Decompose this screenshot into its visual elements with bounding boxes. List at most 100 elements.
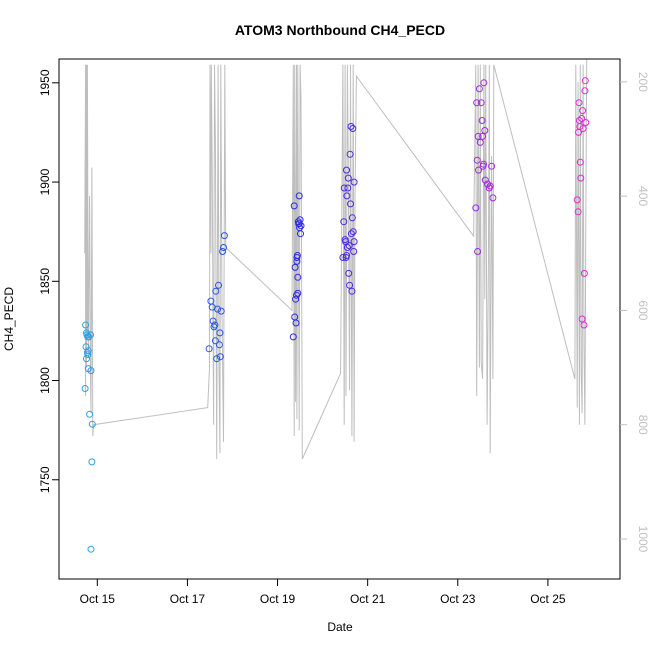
data-point	[340, 218, 348, 226]
data-point	[579, 125, 587, 132]
data-point	[84, 347, 92, 355]
data-point	[474, 132, 482, 140]
data-point	[479, 132, 487, 140]
data-point	[345, 269, 353, 277]
data-point	[289, 333, 297, 341]
data-point	[217, 307, 225, 315]
data-point	[86, 410, 94, 418]
data-point	[82, 321, 90, 329]
data-point	[220, 232, 228, 240]
data-point	[290, 202, 298, 210]
chart-title: ATOM3 Northbound CH4_PECD	[235, 22, 445, 38]
data-point	[343, 166, 350, 174]
data-point	[220, 244, 227, 251]
y2-tick-label: 1000	[636, 526, 650, 553]
data-point	[578, 315, 586, 323]
data-point	[344, 174, 352, 182]
data-point	[478, 117, 486, 124]
data-point	[81, 385, 89, 392]
y-tick-label: 1800	[38, 367, 52, 394]
data-point	[292, 319, 300, 327]
y2-tick-label: 400	[636, 186, 650, 206]
y2-tick-label: 600	[636, 300, 650, 320]
data-point	[87, 545, 95, 553]
data-point	[343, 252, 350, 259]
data-point	[474, 248, 482, 255]
data-point	[481, 127, 489, 134]
data-point	[473, 99, 481, 107]
data-point	[480, 79, 488, 87]
data-point	[481, 176, 489, 184]
data-point	[347, 200, 354, 208]
y-tick-label: 1850	[38, 268, 52, 295]
data-point	[580, 321, 588, 329]
x-tick-label: Oct 17	[170, 592, 206, 606]
data-point	[85, 333, 93, 341]
data-point	[475, 166, 482, 174]
y-axis: 1750 1800 1850 1900 1950	[38, 69, 59, 493]
data-point	[577, 174, 585, 182]
data-point	[295, 192, 303, 200]
data-point	[87, 331, 94, 339]
data-point	[575, 99, 583, 107]
data-point	[88, 420, 96, 428]
data-point	[344, 184, 352, 192]
data-point	[348, 214, 356, 222]
data-point	[578, 115, 586, 122]
x-tick-label: Oct 23	[440, 592, 476, 606]
data-point	[347, 123, 355, 130]
data-point	[346, 281, 354, 289]
data-point	[475, 85, 483, 93]
data-point	[216, 329, 224, 337]
data-point	[293, 252, 301, 259]
x-tick-label: Oct 15	[80, 592, 116, 606]
y2-tick-label: 200	[636, 72, 650, 92]
data-point	[211, 337, 219, 345]
data-point	[477, 99, 485, 107]
data-point	[214, 305, 222, 313]
data-point	[84, 351, 92, 359]
data-point	[473, 156, 481, 164]
data-point	[345, 242, 353, 250]
data-point	[346, 150, 354, 158]
y-tick-label: 1900	[38, 168, 52, 195]
x-tick-label: Oct 19	[260, 592, 296, 606]
pressure-line	[84, 59, 588, 460]
data-point	[574, 208, 582, 216]
y2-tick-label: 800	[636, 415, 650, 435]
data-point	[339, 254, 347, 261]
data-point	[582, 119, 590, 126]
data-point	[488, 162, 496, 170]
data-point	[343, 244, 351, 251]
data-point	[293, 291, 300, 299]
x-axis-label: Date	[327, 620, 353, 634]
data-point	[292, 295, 300, 303]
data-point	[348, 287, 356, 295]
data-point	[219, 248, 227, 255]
data-point	[573, 196, 581, 204]
y2-axis: 200 400 600 800 1000	[620, 72, 650, 553]
pressure-line-layer	[84, 59, 588, 460]
y-tick-label: 1950	[38, 69, 52, 96]
data-point	[349, 125, 357, 132]
y-axis-label: CH4_PECD	[2, 287, 16, 351]
data-point	[213, 355, 221, 363]
data-point	[486, 182, 494, 190]
data-point	[297, 230, 304, 238]
data-point	[350, 178, 358, 186]
data-point	[294, 289, 302, 297]
data-point	[88, 458, 96, 466]
data-point	[216, 353, 224, 361]
data-point	[343, 192, 351, 200]
data-point	[350, 248, 358, 255]
data-point	[349, 228, 357, 236]
data-point	[215, 281, 222, 289]
data-point	[580, 269, 588, 277]
data-point	[472, 204, 480, 212]
data-point	[297, 222, 305, 230]
data-point	[295, 220, 303, 228]
data-point	[87, 367, 95, 375]
y-tick-label: 1750	[38, 466, 52, 493]
plot-frame	[58, 58, 621, 580]
